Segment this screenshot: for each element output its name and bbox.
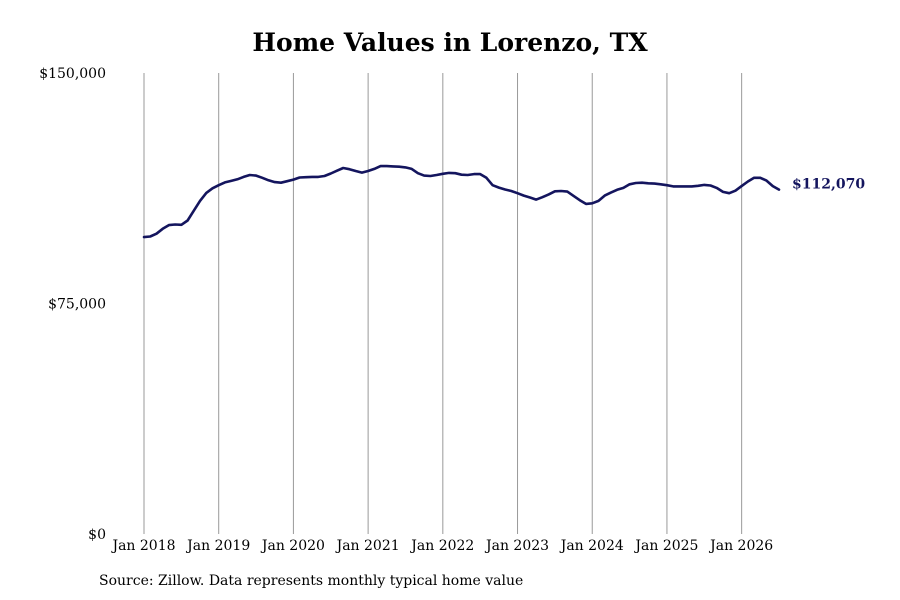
end-value-label: $112,070 (792, 177, 865, 193)
x-axis-tick-labels: Jan 2018 Jan 2019 Jan 2020 Jan 2021 Jan 2022… (110, 538, 773, 554)
source-note: Source: Zillow. Data represents monthly … (99, 573, 524, 589)
x-tick-label: Jan 2025 (633, 538, 698, 554)
x-tick-label: Jan 2018 (110, 538, 175, 554)
y-tick-label: $150,000 (39, 66, 106, 82)
series-layer: $112,070 (142, 164, 865, 239)
series-line (142, 164, 781, 239)
y-tick-label: $0 (88, 527, 106, 543)
x-tick-label: Jan 2021 (335, 538, 400, 554)
x-tick-label: Jan 2022 (409, 538, 474, 554)
x-tick-label: Jan 2023 (484, 538, 549, 554)
y-axis-tick-labels: $0 $75,000 $150,000 (39, 66, 106, 543)
x-tick-label: Jan 2026 (708, 538, 773, 554)
x-tick-label: Jan 2019 (185, 538, 250, 554)
x-tick-label: Jan 2020 (260, 538, 325, 554)
x-tick-label: Jan 2024 (559, 538, 624, 554)
y-tick-label: $75,000 (48, 297, 106, 313)
gridlines (143, 73, 743, 534)
chart-title: Home Values in Lorenzo, TX (252, 28, 648, 57)
